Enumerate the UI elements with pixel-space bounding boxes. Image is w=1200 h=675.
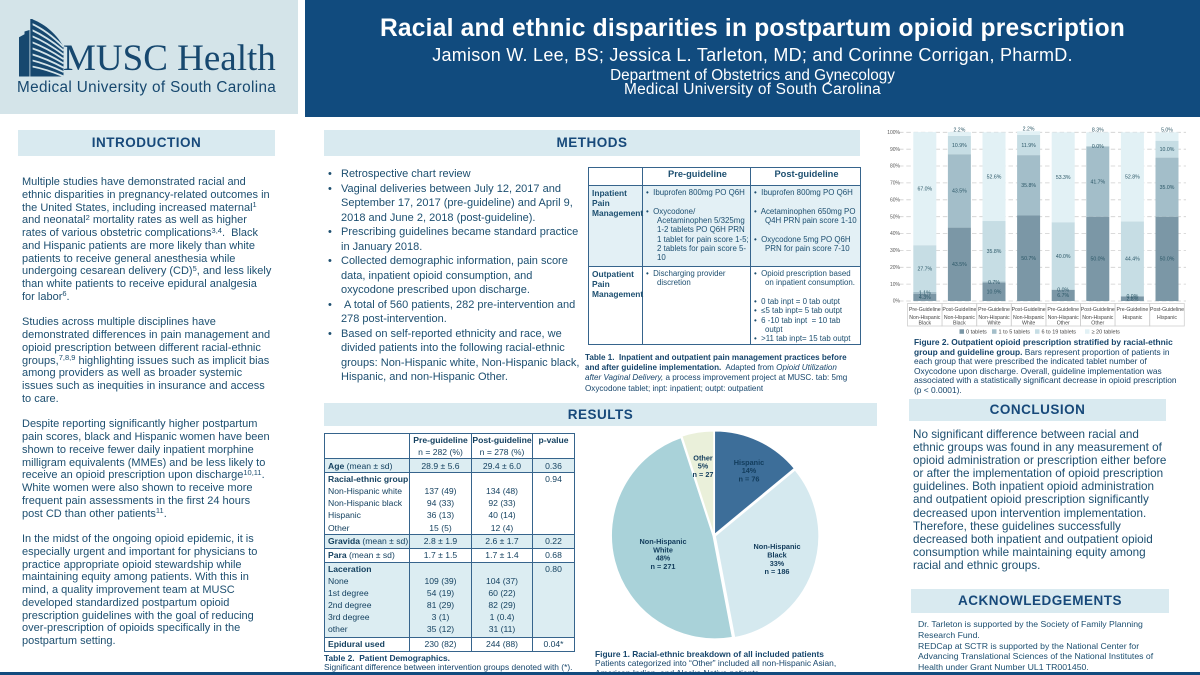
- svg-text:Other: Other: [693, 453, 713, 462]
- svg-text:10%: 10%: [890, 282, 901, 288]
- svg-text:White: White: [987, 321, 1000, 327]
- svg-text:0 tablets: 0 tablets: [966, 330, 987, 336]
- svg-text:Other: Other: [1057, 321, 1070, 327]
- svg-text:Pre-Guideline: Pre-Guideline: [978, 307, 1010, 313]
- svg-text:11.9%: 11.9%: [1021, 143, 1036, 149]
- svg-text:50.0%: 50.0%: [1160, 257, 1175, 263]
- svg-text:1.1%: 1.1%: [919, 291, 931, 297]
- svg-text:10.9%: 10.9%: [987, 290, 1002, 296]
- svg-text:Black: Black: [918, 321, 931, 327]
- svg-text:5.0%: 5.0%: [1161, 128, 1173, 134]
- svg-text:Pre-Guideline: Pre-Guideline: [909, 307, 941, 313]
- svg-text:90%: 90%: [890, 147, 901, 153]
- svg-text:1 to 5 tablets: 1 to 5 tablets: [999, 330, 1031, 336]
- svg-text:50.0%: 50.0%: [1090, 257, 1105, 263]
- svg-text:Pre-Guideline: Pre-Guideline: [1047, 307, 1079, 313]
- svg-text:70%: 70%: [890, 181, 901, 187]
- svg-text:0.0%: 0.0%: [1057, 288, 1069, 294]
- svg-text:Hispanic: Hispanic: [1122, 315, 1142, 321]
- svg-text:2.2%: 2.2%: [953, 127, 965, 133]
- svg-text:10.0%: 10.0%: [1160, 147, 1175, 153]
- svg-text:Post-Guideline: Post-Guideline: [1012, 307, 1046, 313]
- svg-text:6.7%: 6.7%: [1057, 293, 1069, 299]
- svg-text:41.7%: 41.7%: [1090, 179, 1105, 185]
- svg-text:80%: 80%: [890, 164, 901, 170]
- svg-text:n = 76: n = 76: [739, 475, 760, 484]
- svg-text:2.2%: 2.2%: [1023, 127, 1035, 133]
- svg-text:Post-Guideline: Post-Guideline: [1150, 307, 1184, 313]
- svg-text:6 to 19 tablets: 6 to 19 tablets: [1042, 330, 1077, 336]
- svg-text:Non-Hispanic: Non-Hispanic: [1082, 315, 1114, 321]
- svg-text:27.7%: 27.7%: [917, 266, 932, 272]
- svg-text:40.0%: 40.0%: [1056, 254, 1071, 260]
- svg-text:50%: 50%: [890, 214, 901, 220]
- svg-text:n = 27: n = 27: [693, 470, 714, 479]
- svg-text:Non-Hispanic: Non-Hispanic: [1013, 315, 1045, 321]
- svg-text:40%: 40%: [890, 231, 901, 237]
- svg-text:44.4%: 44.4%: [1125, 257, 1140, 263]
- svg-text:White: White: [653, 545, 673, 554]
- svg-text:100%: 100%: [887, 130, 900, 136]
- svg-text:Post-Guideline: Post-Guideline: [1081, 307, 1115, 313]
- svg-text:35.8%: 35.8%: [1021, 183, 1036, 189]
- svg-text:n = 186: n = 186: [765, 567, 790, 576]
- svg-text:33%: 33%: [770, 559, 785, 568]
- svg-text:Non-Hispanic: Non-Hispanic: [639, 537, 686, 546]
- svg-text:Hispanic: Hispanic: [1157, 315, 1177, 321]
- svg-text:0.7%: 0.7%: [988, 280, 1000, 286]
- svg-text:2.8%: 2.8%: [1126, 296, 1138, 302]
- svg-text:Non-Hispanic: Non-Hispanic: [909, 315, 941, 321]
- svg-text:50.7%: 50.7%: [1021, 256, 1036, 262]
- svg-text:4.3%: 4.3%: [919, 295, 931, 301]
- svg-text:n = 271: n = 271: [651, 562, 676, 571]
- svg-text:0%: 0%: [893, 299, 901, 305]
- svg-text:48%: 48%: [656, 554, 671, 563]
- svg-text:Non-Hispanic: Non-Hispanic: [944, 315, 976, 321]
- svg-text:Other: Other: [1091, 321, 1104, 327]
- svg-text:Black: Black: [953, 321, 966, 327]
- svg-text:Non-Hispanic: Non-Hispanic: [1048, 315, 1080, 321]
- svg-text:43.5%: 43.5%: [952, 189, 967, 195]
- svg-text:35.0%: 35.0%: [1160, 185, 1175, 191]
- svg-text:60%: 60%: [890, 198, 901, 204]
- svg-text:20%: 20%: [890, 265, 901, 271]
- svg-text:≥ 20 tablets: ≥ 20 tablets: [1092, 330, 1121, 336]
- svg-text:0.0%: 0.0%: [1126, 294, 1138, 300]
- svg-text:52.6%: 52.6%: [987, 175, 1002, 181]
- svg-text:67.0%: 67.0%: [917, 186, 932, 192]
- svg-text:0.0%: 0.0%: [1092, 144, 1104, 150]
- svg-text:10.9%: 10.9%: [952, 143, 967, 149]
- svg-text:53.3%: 53.3%: [1056, 175, 1071, 181]
- svg-text:Hispanic: Hispanic: [734, 458, 764, 467]
- svg-text:Non-Hispanic: Non-Hispanic: [753, 542, 800, 551]
- svg-text:Black: Black: [767, 551, 787, 560]
- svg-text:30%: 30%: [890, 248, 901, 254]
- svg-text:52.8%: 52.8%: [1125, 175, 1140, 181]
- svg-text:Pre-Guideline: Pre-Guideline: [1117, 307, 1149, 313]
- svg-text:8.3%: 8.3%: [1092, 128, 1104, 134]
- svg-text:5%: 5%: [698, 462, 709, 471]
- svg-text:14%: 14%: [742, 466, 757, 475]
- svg-text:White: White: [1022, 321, 1035, 327]
- svg-text:Post-Guideline: Post-Guideline: [942, 307, 976, 313]
- svg-text:35.8%: 35.8%: [987, 249, 1002, 255]
- svg-text:43.5%: 43.5%: [952, 262, 967, 268]
- svg-text:Non-Hispanic: Non-Hispanic: [978, 315, 1010, 321]
